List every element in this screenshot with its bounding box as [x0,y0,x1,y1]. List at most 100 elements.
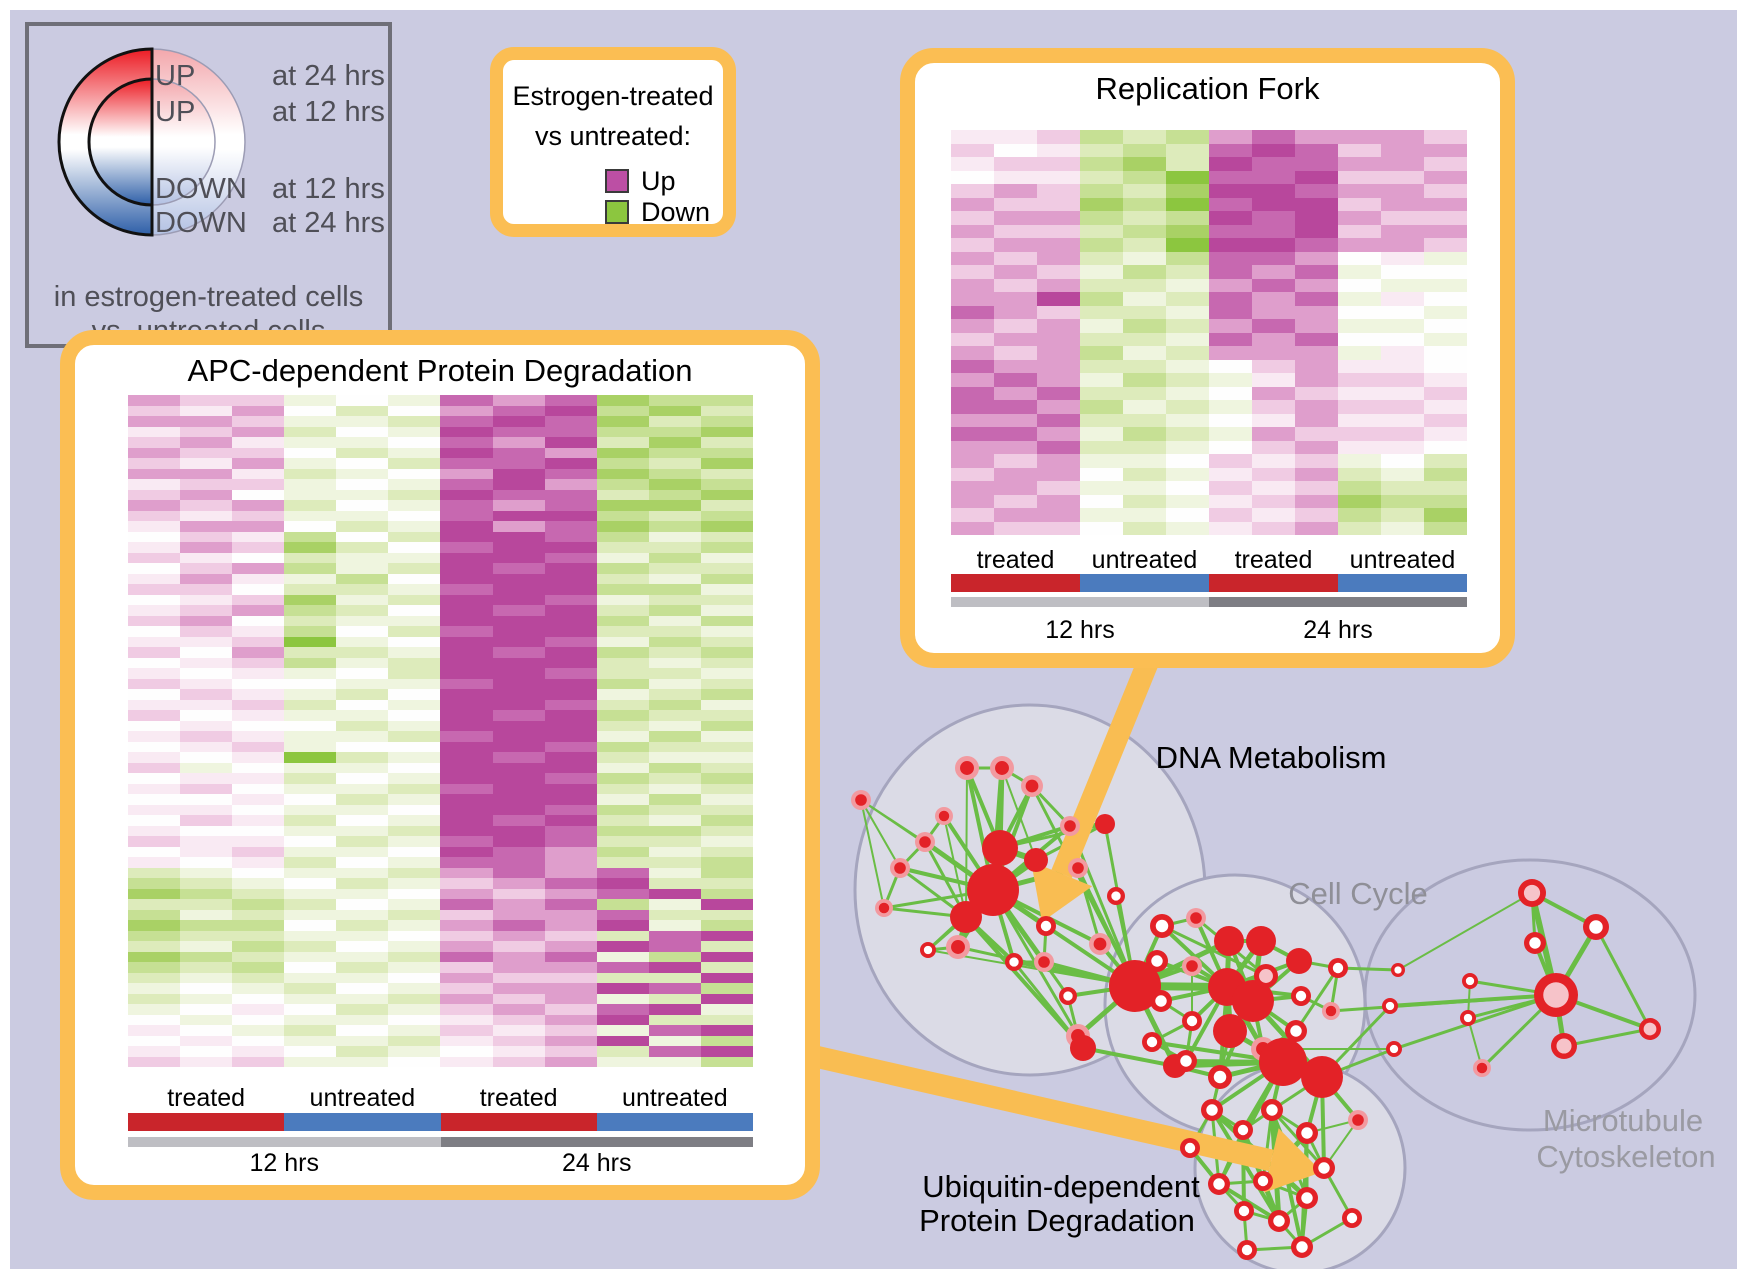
heatmap-cell [492,510,545,521]
heatmap-cell [440,636,493,647]
heatmap-cell [388,762,441,773]
heatmap-cell [544,888,597,899]
heatmap-cell [440,563,493,574]
heatmap-cell [336,594,389,605]
heatmap-cell [596,720,649,731]
heatmap-cell [700,825,753,836]
heatmap-cell [1209,305,1252,319]
heatmap-cell [596,521,649,532]
heatmap-cell [440,531,493,542]
heatmap-cell [700,899,753,910]
heatmap-cell [128,395,181,406]
heatmap-cell [492,468,545,479]
heatmap-cell [994,346,1037,360]
heatmap-cell [232,899,285,910]
heatmap-cell [544,867,597,878]
heatmap-cell [544,731,597,742]
heatmap-cell [1123,346,1166,360]
heatmap-cell [1080,211,1123,225]
heatmap-cell [544,542,597,553]
heatmap-cell [951,157,994,171]
heatmap-cell [700,489,753,500]
heatmap-cell [1123,278,1166,292]
heatmap-cell [544,426,597,437]
heatmap-cell [388,972,441,983]
heatmap-cell [1037,359,1080,373]
heatmap-cell [440,699,493,710]
heatmap-cell [1424,251,1467,265]
heatmap-cell [284,962,337,973]
heatmap-cell [180,1056,233,1067]
heatmap-cell [492,731,545,742]
updown-time-legend: UP at 24 hrs UP at 12 hrs DOWN at 12 hrs DO… [25,22,392,348]
heatmap-cell [1424,238,1467,252]
heatmap-cell [180,794,233,805]
heatmap-cell [648,542,701,553]
heatmap-cell [440,542,493,553]
heatmap-cell [951,508,994,522]
heatmap-cell [336,563,389,574]
network-edge [1594,925,1652,1031]
heatmap-cell [648,626,701,637]
heatmap-cell [128,825,181,836]
heatmap-cell [232,720,285,731]
heatmap-cell [1338,184,1381,198]
heatmap-cell [596,395,649,406]
heatmap-cell [596,762,649,773]
heatmap-cell [1123,332,1166,346]
heatmap-cell [232,867,285,878]
heatmap-cell [1295,238,1338,252]
heatmap-cell [232,636,285,647]
heatmap-cell [492,1014,545,1025]
heatmap-cell [596,836,649,847]
heatmap-cell [128,489,181,500]
heatmap-cell [388,846,441,857]
heatmap-cell [492,678,545,689]
network-node-core [1072,862,1084,874]
heatmap-cell [1381,427,1424,441]
heatmap-cell [1209,454,1252,468]
heatmap-cell [700,930,753,941]
heatmap-cell [596,458,649,469]
heatmap-cell [648,888,701,899]
network-node-core [1290,1025,1302,1037]
heatmap-cell [544,836,597,847]
heatmap-cell [388,731,441,742]
heatmap-cell [648,857,701,868]
heatmap-cell [1037,197,1080,211]
network-edge [860,799,901,869]
heatmap-cell [128,857,181,868]
heatmap-cell [1381,278,1424,292]
treated-bar [440,1113,597,1131]
heatmap-cell [1209,386,1252,400]
heatmap-cell [232,993,285,1004]
heatmap-cell [492,458,545,469]
heatmap-cell [1209,467,1252,481]
heatmap-cell [648,920,701,931]
heatmap-cell [544,909,597,920]
heatmap-cell [128,657,181,668]
heatmap-cell [544,689,597,700]
heatmap-cell [544,1046,597,1057]
heatmap-cell [180,405,233,416]
heatmap-cell [596,710,649,721]
heatmap-cell [1295,400,1338,414]
heatmap-cell [492,794,545,805]
heatmap-cell [1080,170,1123,184]
heatmap-cell [648,584,701,595]
heatmap-cell [284,815,337,826]
heatmap-cell [596,773,649,784]
heatmap-cell [440,689,493,700]
heatmap-cell [700,573,753,584]
condition-label: treated [976,546,1055,574]
heatmap-cell [596,804,649,815]
heatmap-cell [180,899,233,910]
heatmap-cell [128,636,181,647]
heatmap-cell [388,521,441,532]
heatmap-cell [1166,454,1209,468]
heatmap-cell [1209,319,1252,333]
heatmap-cell [284,437,337,448]
heatmap-cell [1209,292,1252,306]
heatmap-cell [492,878,545,889]
heatmap-cell [388,710,441,721]
